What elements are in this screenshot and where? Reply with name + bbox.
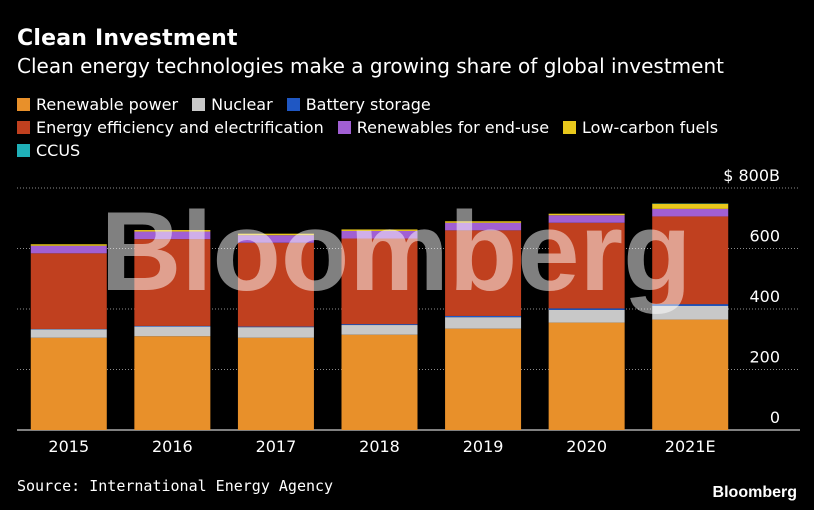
- bar-segment: [548, 215, 625, 223]
- bar-segment: [445, 328, 522, 430]
- bar-segment: [237, 337, 314, 430]
- brand-logo: Bloomberg: [712, 484, 797, 501]
- bar-segment: [445, 317, 522, 329]
- legend-swatch-nuclear: [192, 98, 206, 111]
- bar-segment: [548, 213, 625, 216]
- legend-swatch-renewables-end-use: [337, 121, 351, 134]
- watermark-text: Bloomberg: [100, 189, 691, 314]
- ticks-layer: 0 200 400 600 $ 800B 2015 2016 2017 2018 2019 2020…: [48, 166, 780, 456]
- legend-swatch-low-carbon-fuels: [563, 121, 577, 134]
- x-tick-label: 2015: [48, 437, 89, 456]
- legend-item-ccus: CCUS: [17, 141, 80, 160]
- y-tick-label: 600: [749, 227, 780, 246]
- bar-segment: [445, 222, 522, 231]
- bar-segment: [237, 326, 314, 328]
- legend-label: Low-carbon fuels: [582, 118, 719, 137]
- y-tick-label: 0: [770, 408, 780, 427]
- chart-subtitle: Clean energy technologies make a growing…: [17, 54, 724, 78]
- x-tick-label: 2021E: [665, 437, 716, 456]
- bar-segment: [652, 305, 729, 320]
- bar-segment: [341, 230, 418, 239]
- source-note: Source: International Energy Agency: [17, 477, 334, 495]
- legend-item-battery-storage: Battery storage: [286, 95, 431, 114]
- legend-swatch-ccus: [17, 144, 30, 157]
- bar-segment: [652, 304, 729, 306]
- bar-segment: [237, 233, 314, 236]
- x-tick-label: 2020: [566, 437, 607, 456]
- bar-segment: [134, 325, 211, 327]
- bar-segment: [237, 242, 314, 327]
- bar-segment: [548, 222, 625, 309]
- bar-segment: [30, 245, 107, 254]
- x-tick-label: 2019: [463, 437, 504, 456]
- bar-segment: [134, 230, 211, 232]
- bar-segment: [445, 230, 522, 316]
- legend-label: Renewable power: [36, 95, 179, 114]
- legend: Renewable power Nuclear Battery storage …: [17, 93, 807, 162]
- legend-label: Energy efficiency and electrification: [36, 118, 324, 137]
- legend-item-nuclear: Nuclear: [192, 95, 273, 114]
- legend-label: Renewables for end-use: [356, 118, 550, 137]
- y-tick-label: 200: [749, 348, 780, 367]
- legend-swatch-renewable-power: [17, 98, 30, 111]
- legend-label: CCUS: [36, 141, 81, 160]
- legend-swatch-energy-efficiency: [17, 121, 30, 134]
- x-tick-label: 2017: [256, 437, 297, 456]
- bar-segment: [134, 326, 211, 337]
- bars-layer: [30, 203, 729, 430]
- legend-row: Renewable power Nuclear Battery storage: [17, 93, 807, 116]
- bar-segment: [445, 315, 522, 318]
- chart-title: Clean Investment: [17, 26, 238, 51]
- bar-segment: [652, 216, 729, 305]
- x-tick-label: 2016: [152, 437, 193, 456]
- bar-segment: [134, 231, 211, 240]
- legend-label: Battery storage: [305, 95, 431, 114]
- bar-segment: [548, 308, 625, 310]
- bar-segment: [30, 244, 107, 246]
- legend-item-energy-efficiency: Energy efficiency and electrification: [17, 118, 324, 137]
- bar-segment: [652, 208, 729, 217]
- legend-label: Nuclear: [211, 95, 273, 114]
- bar-segment: [548, 322, 625, 430]
- legend-item-renewable-power: Renewable power: [17, 95, 178, 114]
- bar-segment: [134, 239, 211, 326]
- bar-segment: [341, 334, 418, 430]
- legend-row: Energy efficiency and electrification Re…: [17, 116, 807, 139]
- bar-segment: [548, 309, 625, 323]
- bar-segment: [445, 221, 522, 223]
- legend-row: CCUS: [17, 139, 807, 162]
- bar-segment: [652, 319, 729, 430]
- bar-segment: [30, 337, 107, 430]
- bar-segment: [341, 325, 418, 335]
- y-tick-label: $ 800B: [723, 166, 780, 185]
- legend-swatch-battery-storage: [286, 98, 300, 111]
- x-tick-label: 2018: [359, 437, 400, 456]
- legend-item-low-carbon-fuels: Low-carbon fuels: [563, 118, 718, 137]
- bar-segment: [30, 253, 107, 329]
- bar-segment: [341, 238, 418, 325]
- bar-segment: [341, 229, 418, 231]
- legend-item-renewables-end-use: Renewables for end-use: [337, 118, 550, 137]
- bar-segment: [652, 203, 729, 209]
- y-tick-label: 400: [749, 287, 780, 306]
- bar-segment: [341, 324, 418, 326]
- bar-segment: [134, 336, 211, 430]
- bar-segment: [237, 235, 314, 243]
- bar-segment: [237, 327, 314, 338]
- bar-segment: [30, 329, 107, 338]
